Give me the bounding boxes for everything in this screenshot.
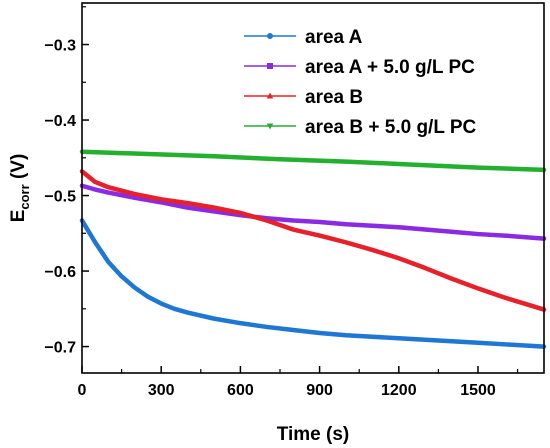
data-point bbox=[423, 337, 428, 342]
data-point bbox=[93, 187, 97, 192]
data-point bbox=[476, 340, 480, 345]
data-point bbox=[396, 256, 401, 260]
data-point bbox=[106, 260, 111, 264]
legend-marker bbox=[267, 63, 273, 69]
data-point bbox=[410, 163, 414, 167]
data-point bbox=[344, 333, 348, 338]
legend-label: area A bbox=[305, 27, 363, 48]
y-tick-label: −0.4 bbox=[44, 113, 76, 130]
data-point bbox=[264, 218, 269, 222]
data-point bbox=[502, 295, 507, 300]
legend-label: area B bbox=[305, 87, 363, 108]
y-axis-title-sub: corr bbox=[17, 184, 32, 209]
data-point bbox=[291, 227, 296, 232]
data-point bbox=[423, 265, 428, 270]
data-point bbox=[119, 274, 124, 279]
data-point bbox=[185, 205, 190, 210]
y-tick-label: −0.7 bbox=[44, 340, 76, 357]
y-ticks: −0.3 −0.4 −0.5 −0.6 −0.7 bbox=[44, 6, 89, 357]
data-point bbox=[476, 166, 480, 170]
data-point bbox=[370, 334, 375, 339]
data-point bbox=[106, 185, 111, 189]
legend-label: area B + 5.0 g/L PC bbox=[305, 117, 477, 138]
data-point bbox=[172, 307, 177, 311]
y-axis-title: Ecorr (V) bbox=[8, 154, 32, 223]
legend-marker bbox=[267, 33, 273, 39]
data-point bbox=[146, 152, 150, 157]
data-point bbox=[476, 232, 480, 236]
data-point bbox=[278, 157, 282, 162]
legend: area A area A + 5.0 g/L PC area B area B + … bbox=[244, 27, 477, 138]
data-point bbox=[146, 294, 150, 299]
data-point bbox=[133, 285, 137, 290]
y-tick-label: −0.5 bbox=[44, 189, 76, 206]
y-tick-label: −0.6 bbox=[44, 264, 76, 281]
x-tick-label: 600 bbox=[227, 382, 254, 399]
data-point bbox=[212, 205, 216, 210]
data-point bbox=[344, 160, 348, 164]
legend-label: area A + 5.0 g/L PC bbox=[305, 57, 475, 78]
data-point bbox=[238, 210, 243, 215]
data-point bbox=[449, 276, 454, 281]
series-line-2 bbox=[79, 183, 547, 241]
data-point bbox=[265, 325, 269, 329]
data-point bbox=[133, 196, 137, 200]
data-point bbox=[159, 301, 163, 306]
x-tick-label: 1500 bbox=[460, 382, 496, 399]
x-axis-title: Time (s) bbox=[277, 424, 350, 445]
series-line-3 bbox=[79, 169, 547, 312]
data-point bbox=[238, 321, 243, 325]
data-point bbox=[423, 227, 427, 232]
x-tick-label: 1200 bbox=[381, 382, 417, 399]
data-point bbox=[344, 240, 348, 244]
data-point bbox=[291, 218, 295, 223]
data-point bbox=[265, 216, 269, 221]
data-point bbox=[317, 331, 322, 335]
data-point bbox=[502, 233, 507, 238]
x-tick-label: 900 bbox=[306, 382, 333, 399]
data-point bbox=[159, 200, 163, 205]
data-point bbox=[93, 240, 97, 245]
x-tick-label: 300 bbox=[148, 382, 175, 399]
y-axis-title-main: E bbox=[8, 210, 29, 223]
data-point bbox=[132, 191, 137, 196]
data-point bbox=[212, 209, 216, 214]
series-line-1 bbox=[79, 218, 547, 349]
x-ticks: 0 300 600 900 1200 1500 bbox=[78, 366, 519, 399]
data-point bbox=[159, 197, 164, 201]
legend-marker bbox=[266, 92, 274, 99]
data-point bbox=[344, 222, 348, 227]
series-line-4 bbox=[79, 149, 547, 173]
data-point bbox=[93, 179, 98, 184]
y-tick-label: −0.3 bbox=[44, 38, 76, 55]
data-point bbox=[185, 201, 190, 205]
data-point bbox=[317, 220, 322, 224]
data-point bbox=[476, 286, 480, 290]
plot-lines bbox=[79, 149, 547, 349]
data-point bbox=[317, 233, 322, 238]
data-point bbox=[212, 154, 216, 159]
legend-marker bbox=[266, 123, 274, 130]
x-tick-label: 0 bbox=[78, 382, 87, 399]
data-point bbox=[370, 247, 375, 252]
data-point bbox=[106, 190, 111, 195]
data-point bbox=[185, 310, 190, 315]
data-point bbox=[397, 336, 401, 341]
data-point bbox=[291, 328, 296, 332]
data-point bbox=[449, 339, 454, 344]
data-point bbox=[502, 342, 507, 347]
data-point bbox=[449, 229, 454, 234]
data-point bbox=[370, 223, 375, 228]
data-point bbox=[397, 225, 401, 230]
plot-markers bbox=[80, 150, 546, 349]
y-axis-title-unit: (V) bbox=[8, 154, 29, 185]
data-point bbox=[212, 316, 216, 321]
plot-frame bbox=[81, 2, 545, 374]
